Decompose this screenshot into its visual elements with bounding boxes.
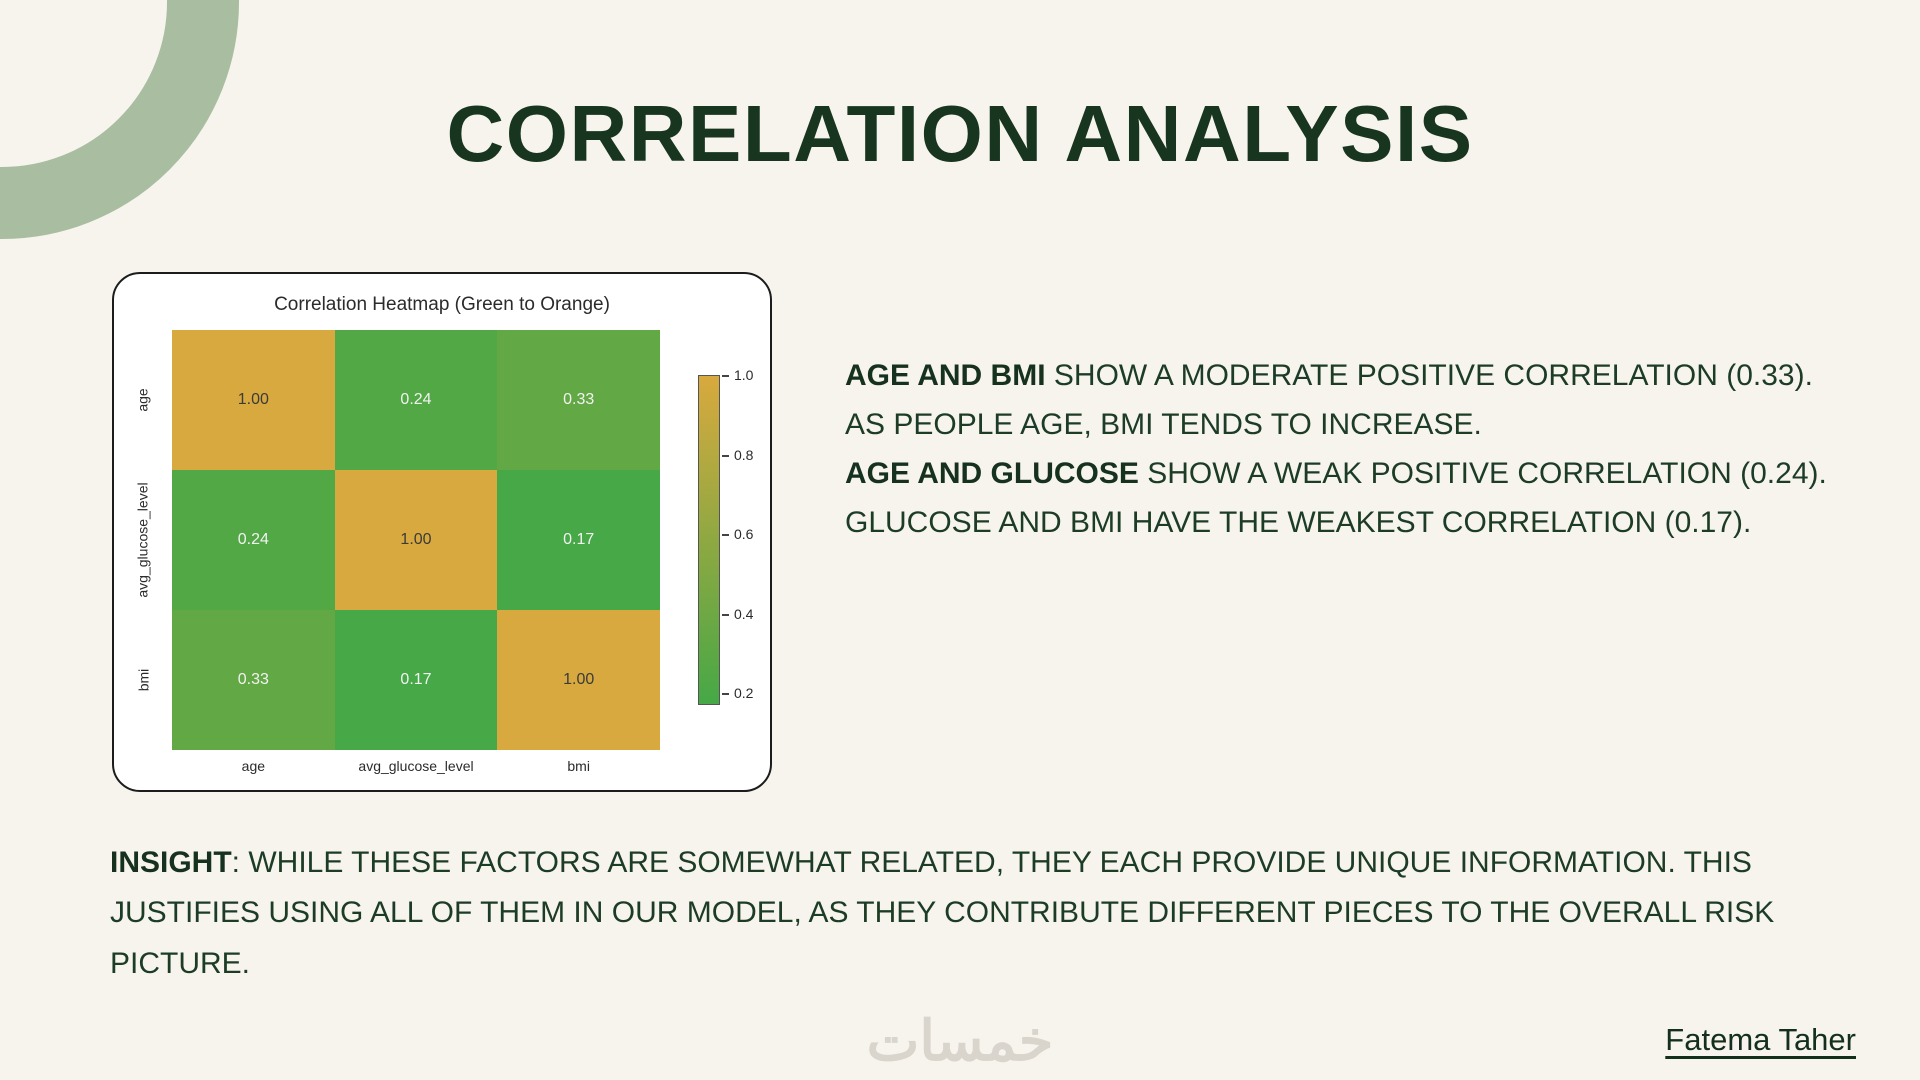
insight-lead: INSIGHT <box>110 846 232 879</box>
heatmap-plot-area: age avg_glucose_level bmi 1.00 0.24 0.33 0.24… <box>114 330 770 750</box>
heatmap-col-label: age <box>241 758 266 774</box>
heatmap-cell: 1.00 <box>172 330 335 470</box>
colorbar-tick: 0.8 <box>722 447 753 463</box>
heatmap-cell: 0.17 <box>497 470 660 610</box>
finding-item: GLUCOSE AND BMI HAVE THE WEAKEST CORRELA… <box>845 499 1845 548</box>
heatmap-cell: 0.17 <box>334 610 498 750</box>
findings-block: AGE AND BMI SHOW A MODERATE POSITIVE COR… <box>845 352 1845 548</box>
chart-title: Correlation Heatmap (Green to Orange) <box>274 294 610 315</box>
insight-block: INSIGHT: WHILE THESE FACTORS ARE SOMEWHA… <box>110 838 1835 989</box>
heatmap-card: Correlation Heatmap (Green to Orange) ag… <box>112 272 772 792</box>
insight-text: INSIGHT: WHILE THESE FACTORS ARE SOMEWHA… <box>110 846 1775 980</box>
colorbar-tick: 0.6 <box>722 526 753 542</box>
colorbar-tick: 0.4 <box>722 606 753 622</box>
heatmap-row-label: bmi <box>135 668 151 692</box>
finding-item: AGE AND GLUCOSE SHOW A WEAK POSITIVE COR… <box>845 450 1845 499</box>
heatmap-row-label: age <box>134 388 151 412</box>
heatmap-col-label: bmi <box>567 758 590 774</box>
finding-lead: AGE AND BMI <box>845 359 1046 392</box>
heatmap-cell: 0.33 <box>172 610 335 750</box>
heatmap-cell: 0.24 <box>172 470 335 610</box>
finding-text: SHOW A MODERATE POSITIVE CORRELATION (0.… <box>845 359 1813 441</box>
heatmap-cell: 1.00 <box>334 470 498 610</box>
heatmap-cell: 0.33 <box>497 330 660 470</box>
heatmap-x-labels: age avg_glucose_level bmi <box>172 758 660 774</box>
colorbar: 1.0 0.8 0.6 0.4 0.2 <box>698 367 753 705</box>
heatmap-grid: 1.00 0.24 0.33 0.24 1.00 0.17 0.33 0.17 1.00 <box>172 330 660 750</box>
heatmap-cell: 0.24 <box>334 330 498 470</box>
finding-lead: AGE AND GLUCOSE <box>845 456 1139 490</box>
author-link[interactable]: Fatema Taher <box>1665 1022 1856 1057</box>
heatmap-cell: 1.00 <box>497 610 660 750</box>
colorbar-gradient <box>698 375 720 705</box>
finding-item: AGE AND BMI SHOW A MODERATE POSITIVE COR… <box>845 352 1845 450</box>
heatmap-col-label: avg_glucose_level <box>358 758 474 774</box>
finding-text: SHOW A WEAK POSITIVE CORRELATION (0.24). <box>1138 456 1827 490</box>
finding-text: GLUCOSE AND BMI HAVE THE WEAKEST CORRELA… <box>845 505 1752 539</box>
page-title: CORRELATION ANALYSIS <box>446 89 1474 178</box>
watermark: خمسات <box>866 1009 1054 1072</box>
colorbar-tick: 1.0 <box>722 367 753 383</box>
colorbar-tick: 0.2 <box>722 685 753 701</box>
heatmap-row-label: avg_glucose_level <box>135 482 152 598</box>
